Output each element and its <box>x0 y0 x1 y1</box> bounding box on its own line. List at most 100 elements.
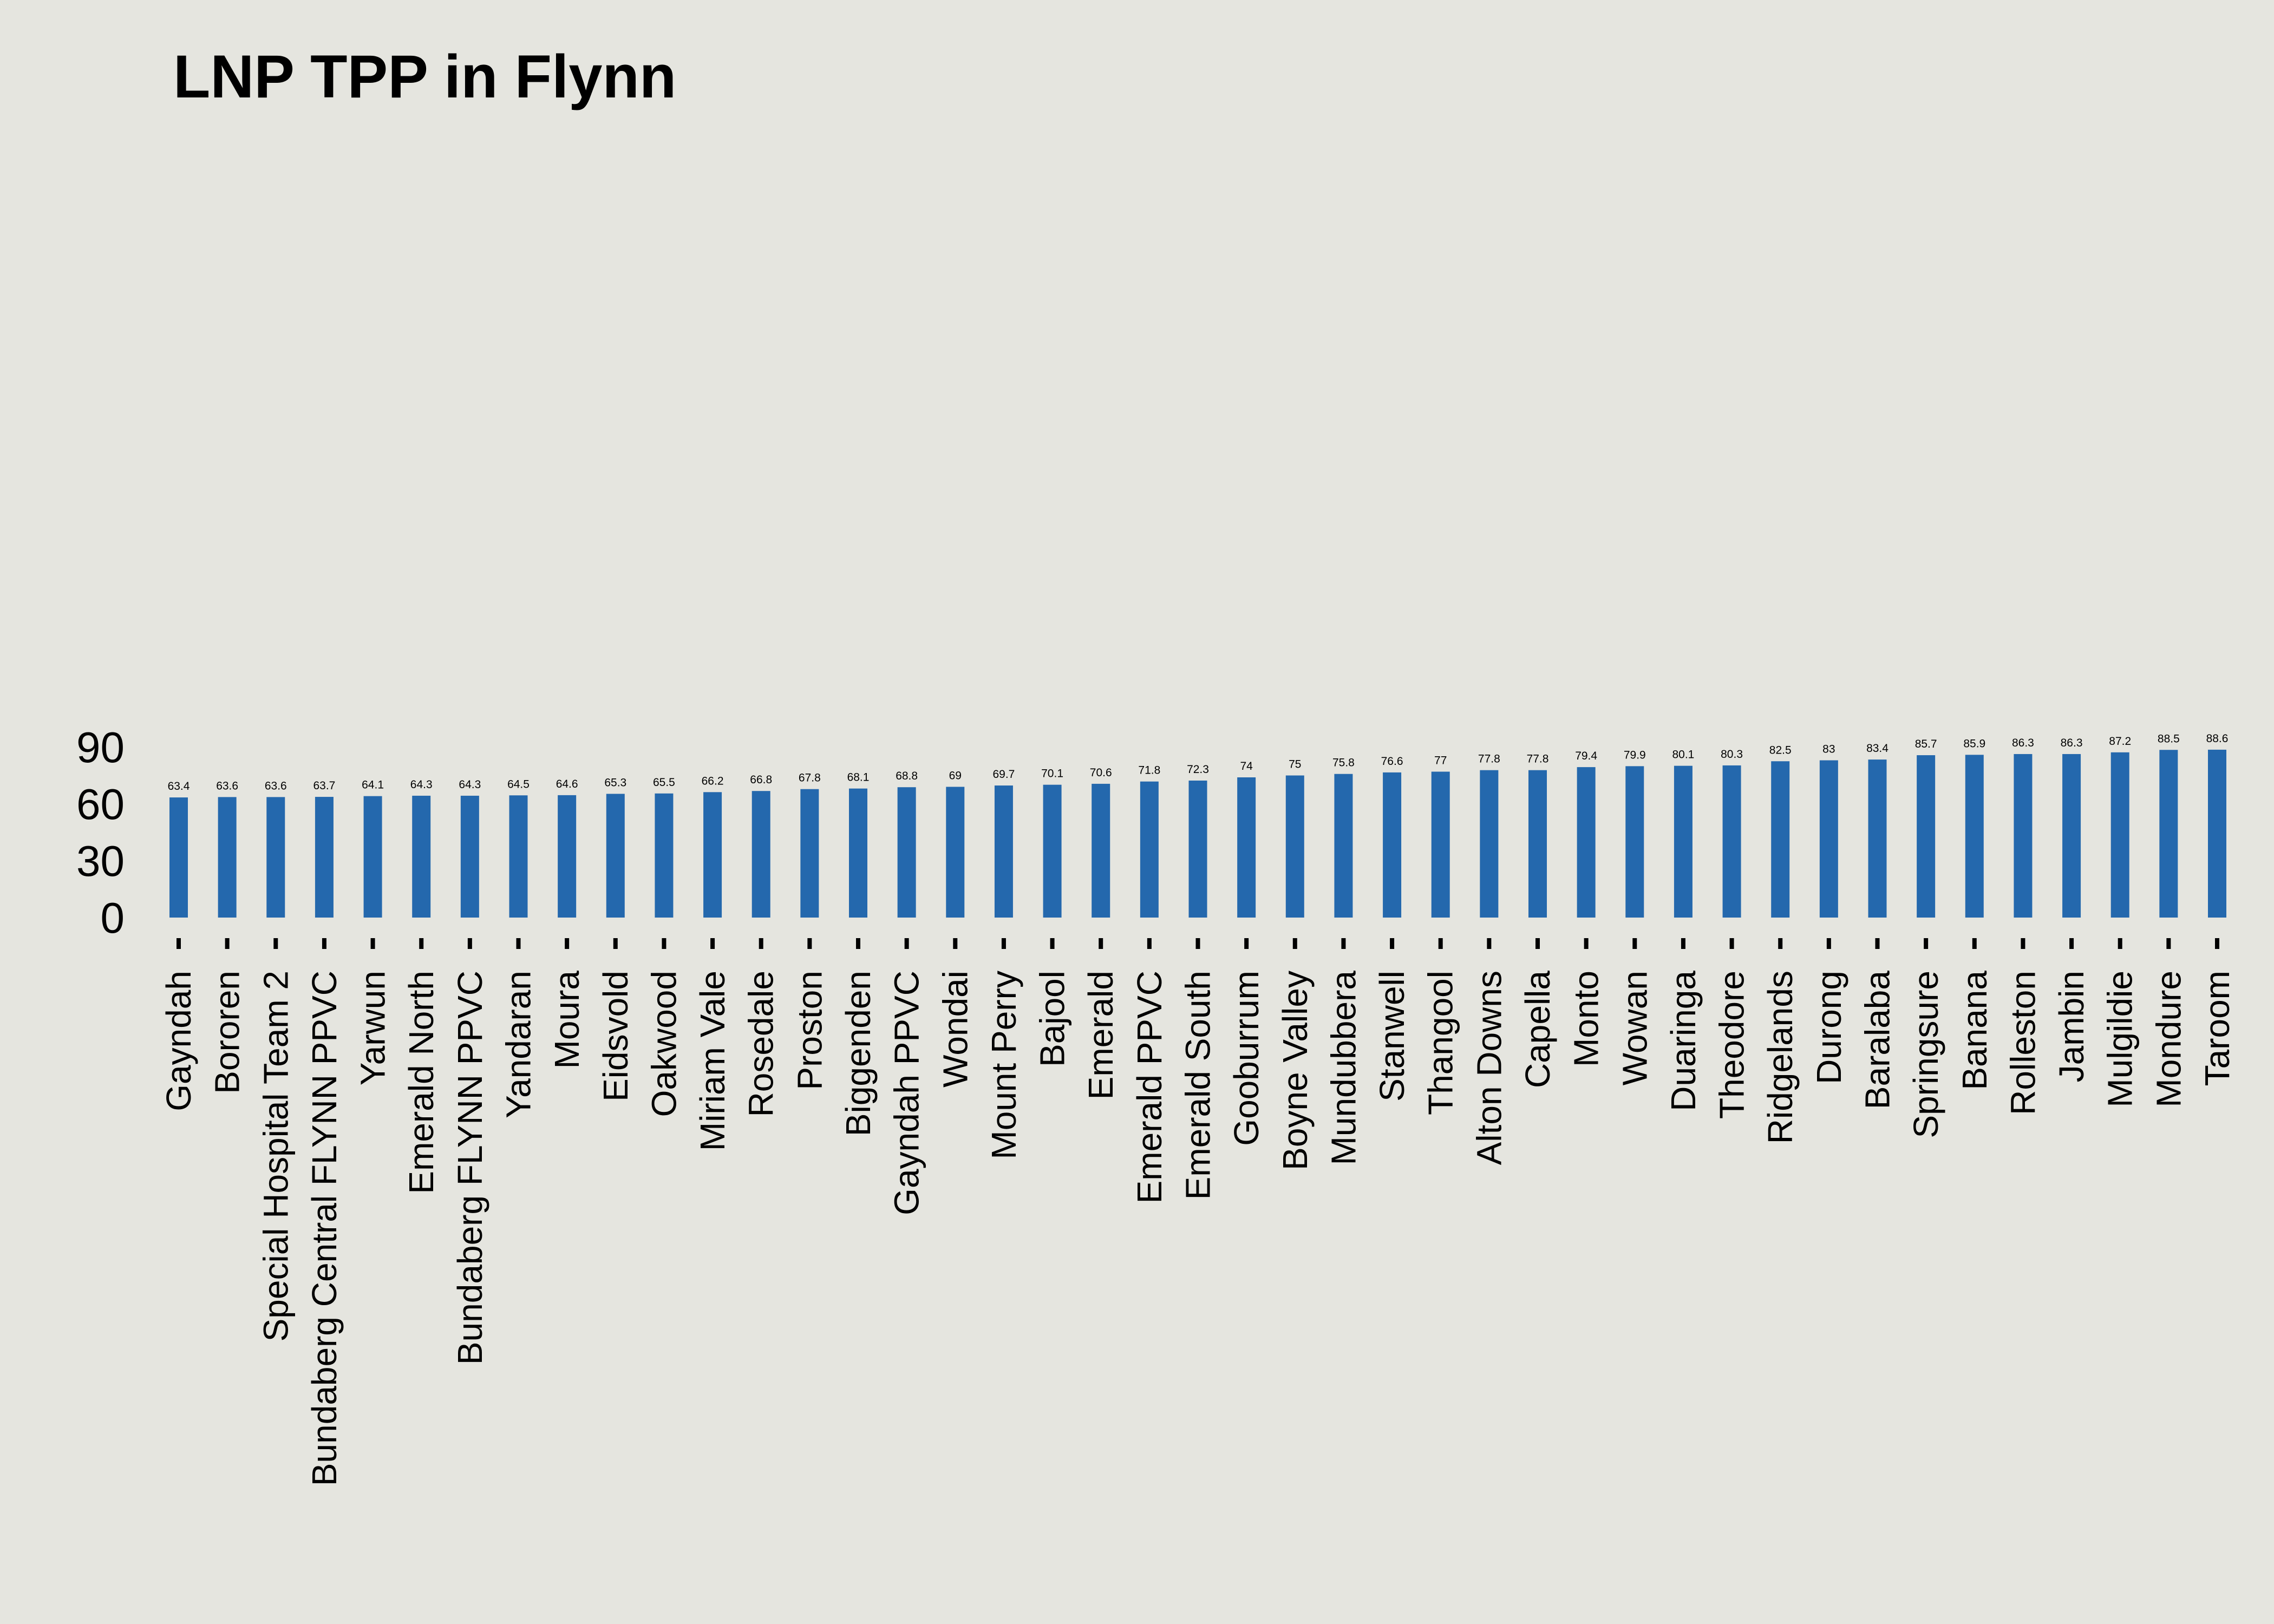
bar <box>1674 765 1693 918</box>
x-tick-label: Theodore <box>1713 971 1752 1119</box>
data-label: 75 <box>1289 758 1301 771</box>
bar <box>1043 784 1062 918</box>
data-label: 80.3 <box>1721 748 1743 761</box>
bar <box>558 795 577 918</box>
data-label: 86.3 <box>2012 737 2034 749</box>
bar <box>1965 755 1984 918</box>
x-tick-label: Jambin <box>2052 971 2091 1082</box>
bar <box>2062 754 2081 918</box>
x-tick-label: Mulgildie <box>2101 971 2140 1108</box>
data-label: 71.8 <box>1138 764 1160 777</box>
x-tick-label: Gooburrum <box>1227 971 1266 1146</box>
bar <box>800 789 819 918</box>
data-label: 67.8 <box>799 772 821 784</box>
x-tick-label: Duaringa <box>1664 971 1703 1111</box>
data-label: 79.4 <box>1575 750 1597 762</box>
bar <box>1383 772 1402 918</box>
bar <box>315 797 334 918</box>
x-tick-label: Wowan <box>1615 971 1654 1085</box>
x-tick-label: Alton Downs <box>1469 971 1508 1165</box>
x-tick-label: Moura <box>547 971 586 1069</box>
x-tick-label: Monto <box>1567 971 1606 1067</box>
x-tick-label: Durong <box>1809 971 1848 1084</box>
bar <box>1237 777 1256 918</box>
data-label: 72.3 <box>1187 763 1209 776</box>
bar <box>1868 759 1887 918</box>
data-label: 88.6 <box>2206 732 2229 745</box>
x-tick-label: Banana <box>1955 971 1994 1090</box>
x-tick-label: Boyne Valley <box>1276 971 1315 1170</box>
data-label: 63.6 <box>265 780 287 792</box>
data-label: 64.1 <box>362 779 384 791</box>
bar <box>1188 780 1207 918</box>
bar <box>849 788 867 918</box>
x-tick-label: Emerald <box>1081 971 1120 1099</box>
data-label: 82.5 <box>1769 744 1792 756</box>
bar <box>2110 752 2129 918</box>
bar <box>1528 770 1547 918</box>
x-tick-label: Special Hospital Team 2 <box>256 971 295 1341</box>
data-label: 88.5 <box>2158 732 2180 745</box>
data-label: 66.2 <box>702 775 724 787</box>
x-tick-label: Bajool <box>1033 971 1072 1067</box>
x-axis: Gayndah Bororen Special Hospital Team 2 Bun… <box>159 938 2237 1486</box>
x-tick-label: Eidsvold <box>596 971 635 1102</box>
bar <box>1140 781 1159 918</box>
x-tick-label: Bundaberg FLYNN PPVC <box>450 971 489 1365</box>
bar <box>1819 760 1838 918</box>
y-tick-label: 60 <box>76 780 125 828</box>
data-label: 77.8 <box>1478 753 1500 765</box>
data-label: 77 <box>1434 755 1447 767</box>
x-tick-label: Capella <box>1518 971 1557 1088</box>
bar <box>169 797 188 918</box>
x-tick-label: Wondai <box>936 971 975 1088</box>
data-label: 85.7 <box>1915 738 1937 750</box>
bar <box>606 794 625 918</box>
data-label: 63.6 <box>216 780 238 792</box>
data-label: 76.6 <box>1381 755 1403 768</box>
x-tick-label: Thangool <box>1421 971 1460 1115</box>
bar <box>266 797 285 918</box>
bar <box>994 785 1013 918</box>
x-tick-label: Emerald South <box>1179 971 1218 1200</box>
bar <box>752 791 770 918</box>
chart-title: LNP TPP in Flynn <box>173 43 676 110</box>
bar <box>218 797 237 918</box>
bar <box>1625 766 1644 918</box>
x-tick-label: Bororen <box>208 971 247 1094</box>
data-label: 87.2 <box>2109 735 2131 748</box>
bar <box>1577 767 1596 918</box>
x-tick-label: Emerald PPVC <box>1130 971 1169 1203</box>
x-tick-label: Taroom <box>2198 971 2237 1086</box>
data-label: 70.6 <box>1090 767 1112 779</box>
bar <box>703 792 722 918</box>
x-tick-label: Yandaran <box>499 971 538 1118</box>
x-tick-label: Oakwood <box>644 971 683 1117</box>
data-label: 68.1 <box>847 771 870 784</box>
bar <box>1431 771 1450 918</box>
data-label: 86.3 <box>2061 737 2083 749</box>
data-label: 64.6 <box>556 778 578 790</box>
data-label: 79.9 <box>1624 749 1646 761</box>
x-tick-label: Yarwun <box>354 971 393 1085</box>
data-label: 75.8 <box>1332 757 1355 769</box>
data-label: 65.5 <box>653 776 675 789</box>
bar <box>2014 754 2033 918</box>
data-label: 83 <box>1822 743 1835 756</box>
bars-group: 63.4 63.6 63.6 63.7 64.1 64.3 64.3 64.5 64.6 65.3… <box>168 732 2229 918</box>
data-label: 64.3 <box>459 778 481 791</box>
x-tick-label: Emerald North <box>402 971 441 1194</box>
x-tick-label: Baralaba <box>1858 971 1897 1110</box>
bar <box>363 796 382 918</box>
x-tick-label: Springsure <box>1906 971 1945 1138</box>
bar <box>1917 755 1936 918</box>
data-label: 65.3 <box>604 776 626 789</box>
data-label: 63.4 <box>168 780 190 793</box>
bar <box>1334 774 1353 918</box>
bar <box>946 787 965 918</box>
bar <box>460 795 479 918</box>
x-tick-label: Mundubbera <box>1324 971 1363 1165</box>
bar <box>2159 750 2178 918</box>
data-label: 68.8 <box>896 770 918 782</box>
